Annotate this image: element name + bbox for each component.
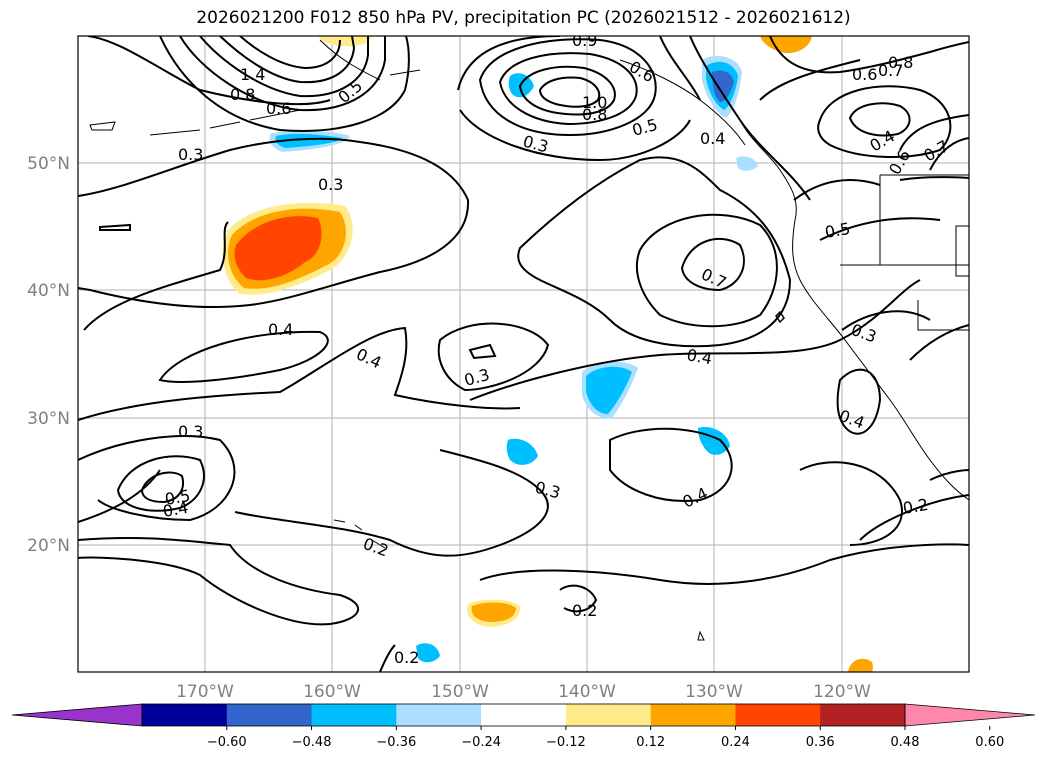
contour-label: 0.8: [582, 105, 607, 124]
colorbar-tick-label: −0.12: [546, 735, 586, 750]
contour-label: 0.4: [700, 129, 725, 148]
contour-label: 0.2: [901, 495, 929, 518]
colorbar-outline: [141, 703, 906, 727]
contour-label: 0.7: [878, 61, 903, 80]
contour-label: 0.8: [230, 85, 255, 104]
colorbar-tick-label: −0.48: [292, 735, 332, 750]
contour-label: 1.0: [582, 93, 607, 112]
coastlines: [89, 39, 969, 641]
contour-label: 0.4: [268, 320, 293, 339]
contour-label: 0.3: [178, 422, 203, 441]
lat-label: 20°N: [27, 536, 70, 556]
contour-label: 1.4: [240, 65, 265, 84]
colorbar-tick-label: 0.36: [806, 735, 835, 750]
contour-label: 0.5: [163, 486, 191, 509]
colorbar-extend-high: [904, 703, 1036, 727]
lon-label: 130°W: [685, 682, 743, 702]
contour-label: 0.5: [823, 219, 851, 242]
contour-label: 0.9: [572, 31, 597, 50]
contour-label: 0.3: [178, 145, 203, 164]
colorbar-bin: [565, 704, 652, 726]
colorbar-bin: [226, 704, 313, 726]
contour-label: 0.2: [572, 601, 597, 620]
latitude-labels: 50°N 40°N 30°N 20°N: [27, 154, 70, 556]
lon-label: 160°W: [303, 682, 361, 702]
contour-label: 0.6: [266, 99, 291, 118]
pv-contours: [78, 36, 969, 672]
contour-label: 0.8: [888, 53, 913, 72]
colorbar-tick-label: −0.36: [376, 735, 416, 750]
colorbar-bin: [311, 704, 397, 726]
colorbar-tick-label: 0.60: [975, 735, 1004, 750]
colorbar: −0.60 −0.48 −0.36 −0.24 −0.12 0.12 0.24 0.36 0.4…: [11, 703, 1036, 750]
colorbar-bin: [396, 704, 482, 726]
lon-label: 170°W: [176, 682, 234, 702]
contour-label: 0.4: [685, 345, 713, 368]
lon-label: 150°W: [431, 682, 489, 702]
contour-label: 0.2: [394, 648, 419, 667]
contour-label: 0.4: [161, 498, 189, 521]
colorbar-extend-low: [11, 703, 143, 727]
colorbar-tick-label: −0.24: [461, 735, 501, 750]
colorbar-tick-label: 0.48: [891, 735, 920, 750]
longitude-labels: 170°W 160°W 150°W 140°W 130°W 120°W: [176, 682, 871, 702]
colorbar-bin: [142, 704, 228, 726]
map-area: [78, 36, 969, 672]
lat-label: 40°N: [27, 281, 70, 301]
map-frame: [77, 35, 970, 673]
precip-shading: [222, 36, 873, 672]
colorbar-bin: [735, 704, 821, 726]
lon-label: 140°W: [558, 682, 616, 702]
lat-label: 30°N: [27, 409, 70, 429]
colorbar-tick-label: −0.60: [207, 735, 247, 750]
contour-label: 0.3: [318, 175, 343, 194]
colorbar-bin: [650, 704, 736, 726]
lat-label: 50°N: [27, 154, 70, 174]
colorbar-tick-label: 0.12: [636, 735, 665, 750]
map-title: 2026021200 F012 850 hPa PV, precipitatio…: [196, 8, 851, 28]
lon-label: 120°W: [813, 682, 871, 702]
colorbar-bin: [820, 704, 906, 726]
colorbar-tick-label: 0.24: [721, 735, 750, 750]
contour-label: 0.6: [852, 65, 877, 84]
colorbar-bin: [481, 704, 567, 726]
